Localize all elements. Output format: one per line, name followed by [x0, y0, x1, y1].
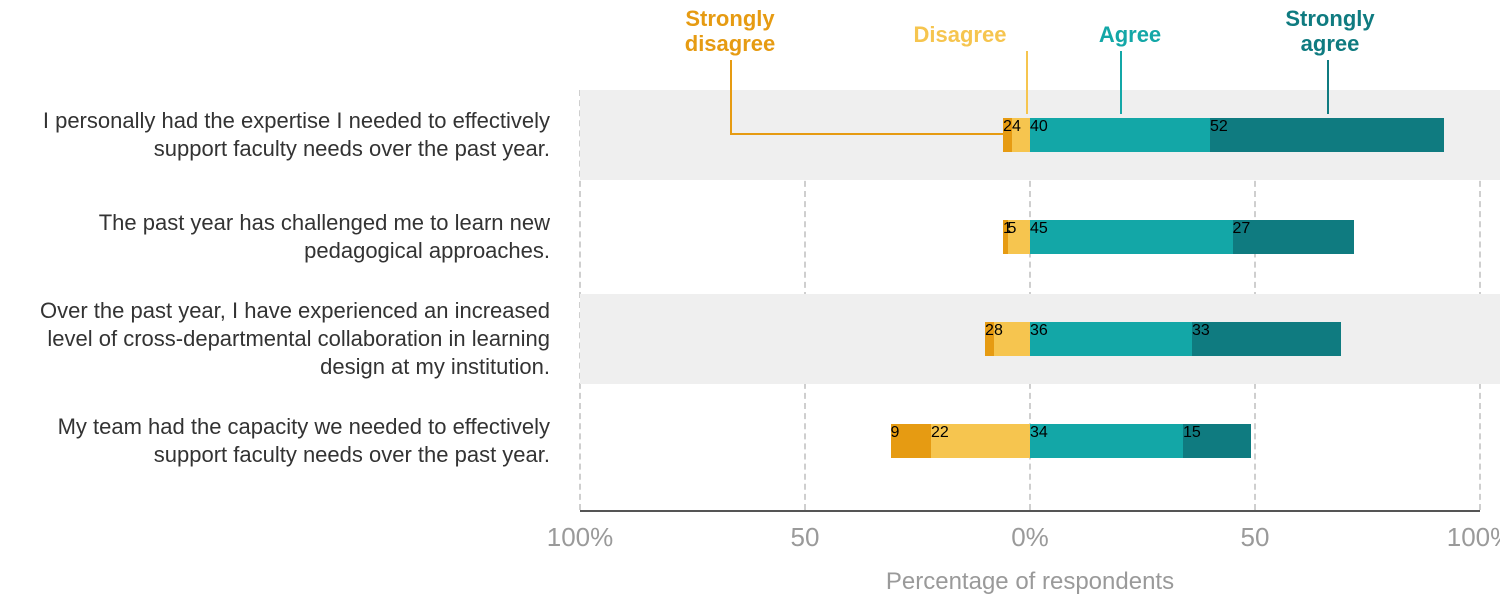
bar-segment-strongly_agree: 27: [1233, 220, 1355, 254]
bar-segment-strongly_disagree: 2: [985, 322, 994, 356]
row-label: My team had the capacity we needed to ef…: [0, 396, 560, 486]
x-axis: [580, 510, 1480, 512]
legend-agree: Agree: [1030, 22, 1230, 47]
row-label: Over the past year, I have experienced a…: [0, 294, 560, 384]
x-tick-label: 0%: [980, 522, 1080, 553]
bar-segment-agree: 34: [1030, 424, 1183, 458]
legend-strongly_disagree: Stronglydisagree: [630, 6, 830, 57]
bar-segment-strongly_agree: 52: [1210, 118, 1444, 152]
x-tick-label: 50: [1205, 522, 1305, 553]
x-tick-label: 50: [755, 522, 855, 553]
x-axis-title: Percentage of respondents: [580, 568, 1480, 596]
bar-segment-strongly_disagree: 9: [891, 424, 932, 458]
bar-segment-disagree: 22: [931, 424, 1030, 458]
bar-segment-agree: 45: [1030, 220, 1233, 254]
x-tick-label: 100%: [1430, 522, 1500, 553]
legend-connector-strongly_disagree: [730, 60, 1008, 135]
x-tick-label: 100%: [530, 522, 630, 553]
legend-tick-agree: [1120, 51, 1122, 114]
legend-tick-disagree: [1026, 51, 1028, 114]
bar-segment-strongly_agree: 15: [1183, 424, 1251, 458]
bar-segment-disagree: 8: [994, 322, 1030, 356]
row-label: I personally had the expertise I needed …: [0, 90, 560, 180]
bar-segment-disagree: 4: [1012, 118, 1030, 152]
bar-segment-strongly_disagree: 1: [1003, 220, 1008, 254]
bar-segment-agree: 40: [1030, 118, 1210, 152]
legend-tick-strongly_agree: [1327, 60, 1329, 114]
bar-segment-agree: 36: [1030, 322, 1192, 356]
legend-strongly_agree: Stronglyagree: [1230, 6, 1430, 57]
bar-segment-strongly_agree: 33: [1192, 322, 1341, 356]
row-label: The past year has challenged me to learn…: [0, 192, 560, 282]
